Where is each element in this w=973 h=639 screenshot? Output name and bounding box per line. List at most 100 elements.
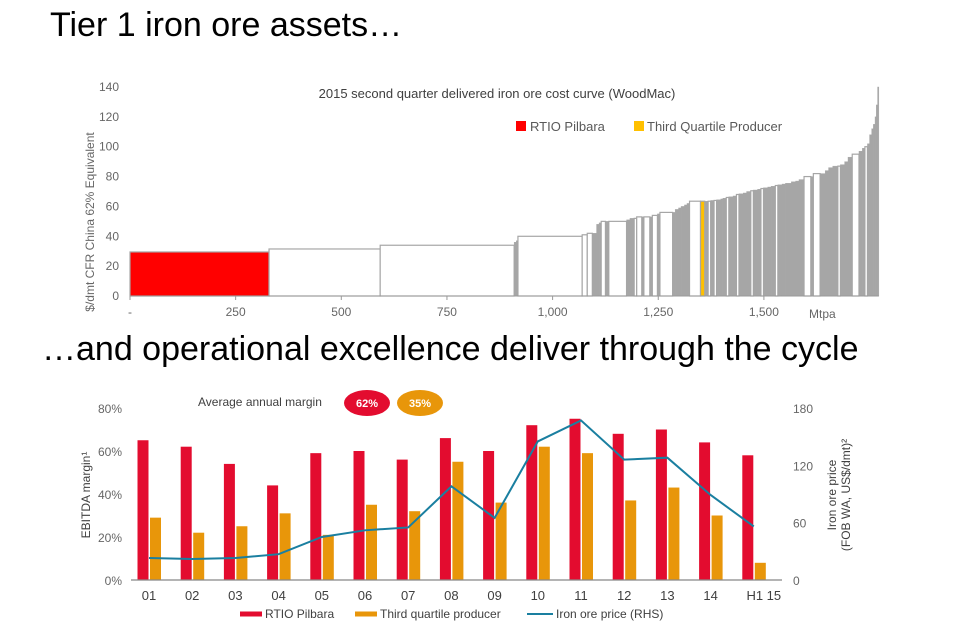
cost-segment-white: [586, 232, 593, 297]
cost-curve-legend: RTIO Pilbara Third Quartile Producer: [516, 119, 783, 134]
cost-curve-title: 2015 second quarter delivered iron ore c…: [319, 86, 676, 101]
price-y-axis-label-line1: Iron ore price: [825, 459, 839, 530]
ebitda-y-tick-label: 60%: [98, 445, 122, 459]
cost-segment-white: [851, 153, 860, 297]
cost-segment-white: [760, 187, 765, 297]
bar-rtio-pilbara: [353, 451, 365, 580]
cost-segment-gray: [678, 207, 682, 297]
ebitda-bars: [137, 418, 766, 580]
ebitda-y-tick-label: 20%: [98, 531, 122, 545]
ebitda-x-tick-label: 06: [358, 588, 372, 603]
cost-segment-gray: [763, 187, 768, 297]
bar-rtio-pilbara: [439, 438, 451, 580]
cost-segment-gray: [629, 218, 635, 297]
cost-curve-segments: [129, 86, 880, 297]
cost-segment-white: [659, 211, 674, 297]
cost-segment-gray: [674, 209, 679, 297]
bar-third-quartile: [625, 500, 637, 580]
ebitda-x-tick-label: 14: [703, 588, 717, 603]
cost-curve-x-ticks: - 250 500 750 1,000 1,250 1,500: [128, 296, 779, 319]
cost-segment-q3: [699, 200, 706, 297]
bar-third-quartile: [150, 517, 161, 580]
ebitda-y-tick-label: 0%: [105, 574, 123, 588]
cost-segment-gray: [753, 189, 758, 297]
cost-segment-gray: [844, 161, 849, 297]
ebitda-x-tick-label: 07: [401, 588, 415, 603]
legend-third-quartile-label: Third quartile producer: [380, 607, 501, 621]
cost-y-tick-label: 100: [99, 140, 119, 154]
ebitda-x-tick-label: 04: [271, 588, 285, 603]
legend-rtio-pilbara-swatch: [240, 611, 262, 617]
legend-swatch-rtio: [516, 121, 526, 131]
cost-segment-gray: [592, 233, 597, 297]
bar-third-quartile: [538, 446, 550, 580]
bar-rtio-pilbara: [569, 418, 581, 580]
cost-segment-white: [379, 244, 515, 297]
ebitda-legend: RTIO Pilbara Third quartile producer Iron …: [240, 607, 663, 621]
cost-segment-gray: [858, 150, 863, 297]
bar-rtio-pilbara: [396, 459, 408, 580]
cost-segment-gray: [791, 181, 796, 297]
ebitda-y-ticks: 0% 20% 40% 60% 80%: [98, 402, 122, 588]
ebitda-x-tick-label: 05: [315, 588, 329, 603]
cost-segment-gray: [877, 86, 880, 297]
ebitda-x-tick-labels: 01 02 03 04 05 06 07 08 09 10 11 12 13 14 H1 15: [142, 588, 781, 603]
cost-segment-gray: [840, 164, 845, 297]
heading-top: Tier 1 iron ore assets…: [50, 6, 403, 44]
cost-y-tick-label: 120: [99, 110, 119, 124]
cost-x-tick-label: 500: [331, 305, 351, 319]
bar-third-quartile: [582, 453, 593, 580]
ebitda-x-tick-label: 12: [617, 588, 631, 603]
cost-segment-white: [517, 235, 583, 297]
cost-segment-gray: [626, 219, 631, 297]
price-y-tick-label: 0: [793, 574, 800, 588]
cost-segment-white: [688, 200, 702, 297]
ebitda-x-tick-label: 01: [142, 588, 156, 603]
badge-third-quartile-shape: [397, 390, 443, 416]
cost-segment-white: [600, 220, 607, 297]
bar-rtio-pilbara: [699, 442, 711, 580]
price-y-tick-label: 120: [793, 459, 813, 473]
bar-third-quartile: [322, 534, 334, 580]
cost-segment-gray: [867, 143, 870, 297]
cost-segment-white: [750, 190, 754, 297]
cost-segment-white: [608, 220, 628, 297]
ebitda-x-tick-label: 08: [444, 588, 458, 603]
cost-x-tick-label: 250: [226, 305, 246, 319]
bar-third-quartile: [754, 562, 766, 580]
ebitda-x-tick-label: 13: [660, 588, 674, 603]
bar-third-quartile: [193, 532, 205, 580]
cost-segment-gray: [824, 170, 829, 297]
cost-y-tick-label: 40: [106, 229, 120, 243]
cost-segment-white: [725, 196, 730, 297]
bar-rtio-pilbara: [137, 440, 149, 580]
bar-third-quartile: [236, 526, 248, 580]
cost-segment-white: [651, 214, 659, 297]
cost-x-tick-label: 750: [437, 305, 457, 319]
bar-rtio-pilbara: [267, 485, 279, 580]
cost-segment-rtio: [129, 251, 270, 297]
bar-third-quartile: [279, 513, 291, 580]
cost-segment-gray: [871, 128, 874, 297]
price-y-tick-label: 60: [793, 517, 807, 531]
cost-segment-gray: [767, 186, 772, 297]
cost-segment-gray: [847, 156, 853, 297]
cost-segment-gray: [777, 184, 783, 297]
cost-segment-gray: [728, 196, 734, 297]
price-y-tick-label: 180: [793, 402, 813, 416]
cost-segment-gray: [873, 124, 876, 297]
cost-segment-white: [268, 248, 381, 297]
cost-x-tick-label: 1,500: [749, 305, 779, 319]
cost-segment-gray: [716, 199, 721, 297]
bar-rtio-pilbara: [310, 453, 322, 580]
cost-curve-y-axis-label: $/dmt CFR China 62% Equivalent: [83, 132, 97, 312]
ebitda-x-tick-label: 03: [228, 588, 242, 603]
price-y-axis-label-line2: (FOB WA, US$/dmt)²: [839, 439, 853, 551]
legend-third-quartile-swatch: [355, 611, 377, 617]
ebitda-y-axis-label: EBITDA margin¹: [79, 452, 93, 539]
cost-segment-gray: [684, 204, 688, 297]
cost-segment-gray: [513, 242, 517, 297]
cost-segment-gray: [781, 183, 786, 297]
cost-segment-white: [812, 172, 821, 297]
iron-ore-price-line: [148, 419, 755, 560]
